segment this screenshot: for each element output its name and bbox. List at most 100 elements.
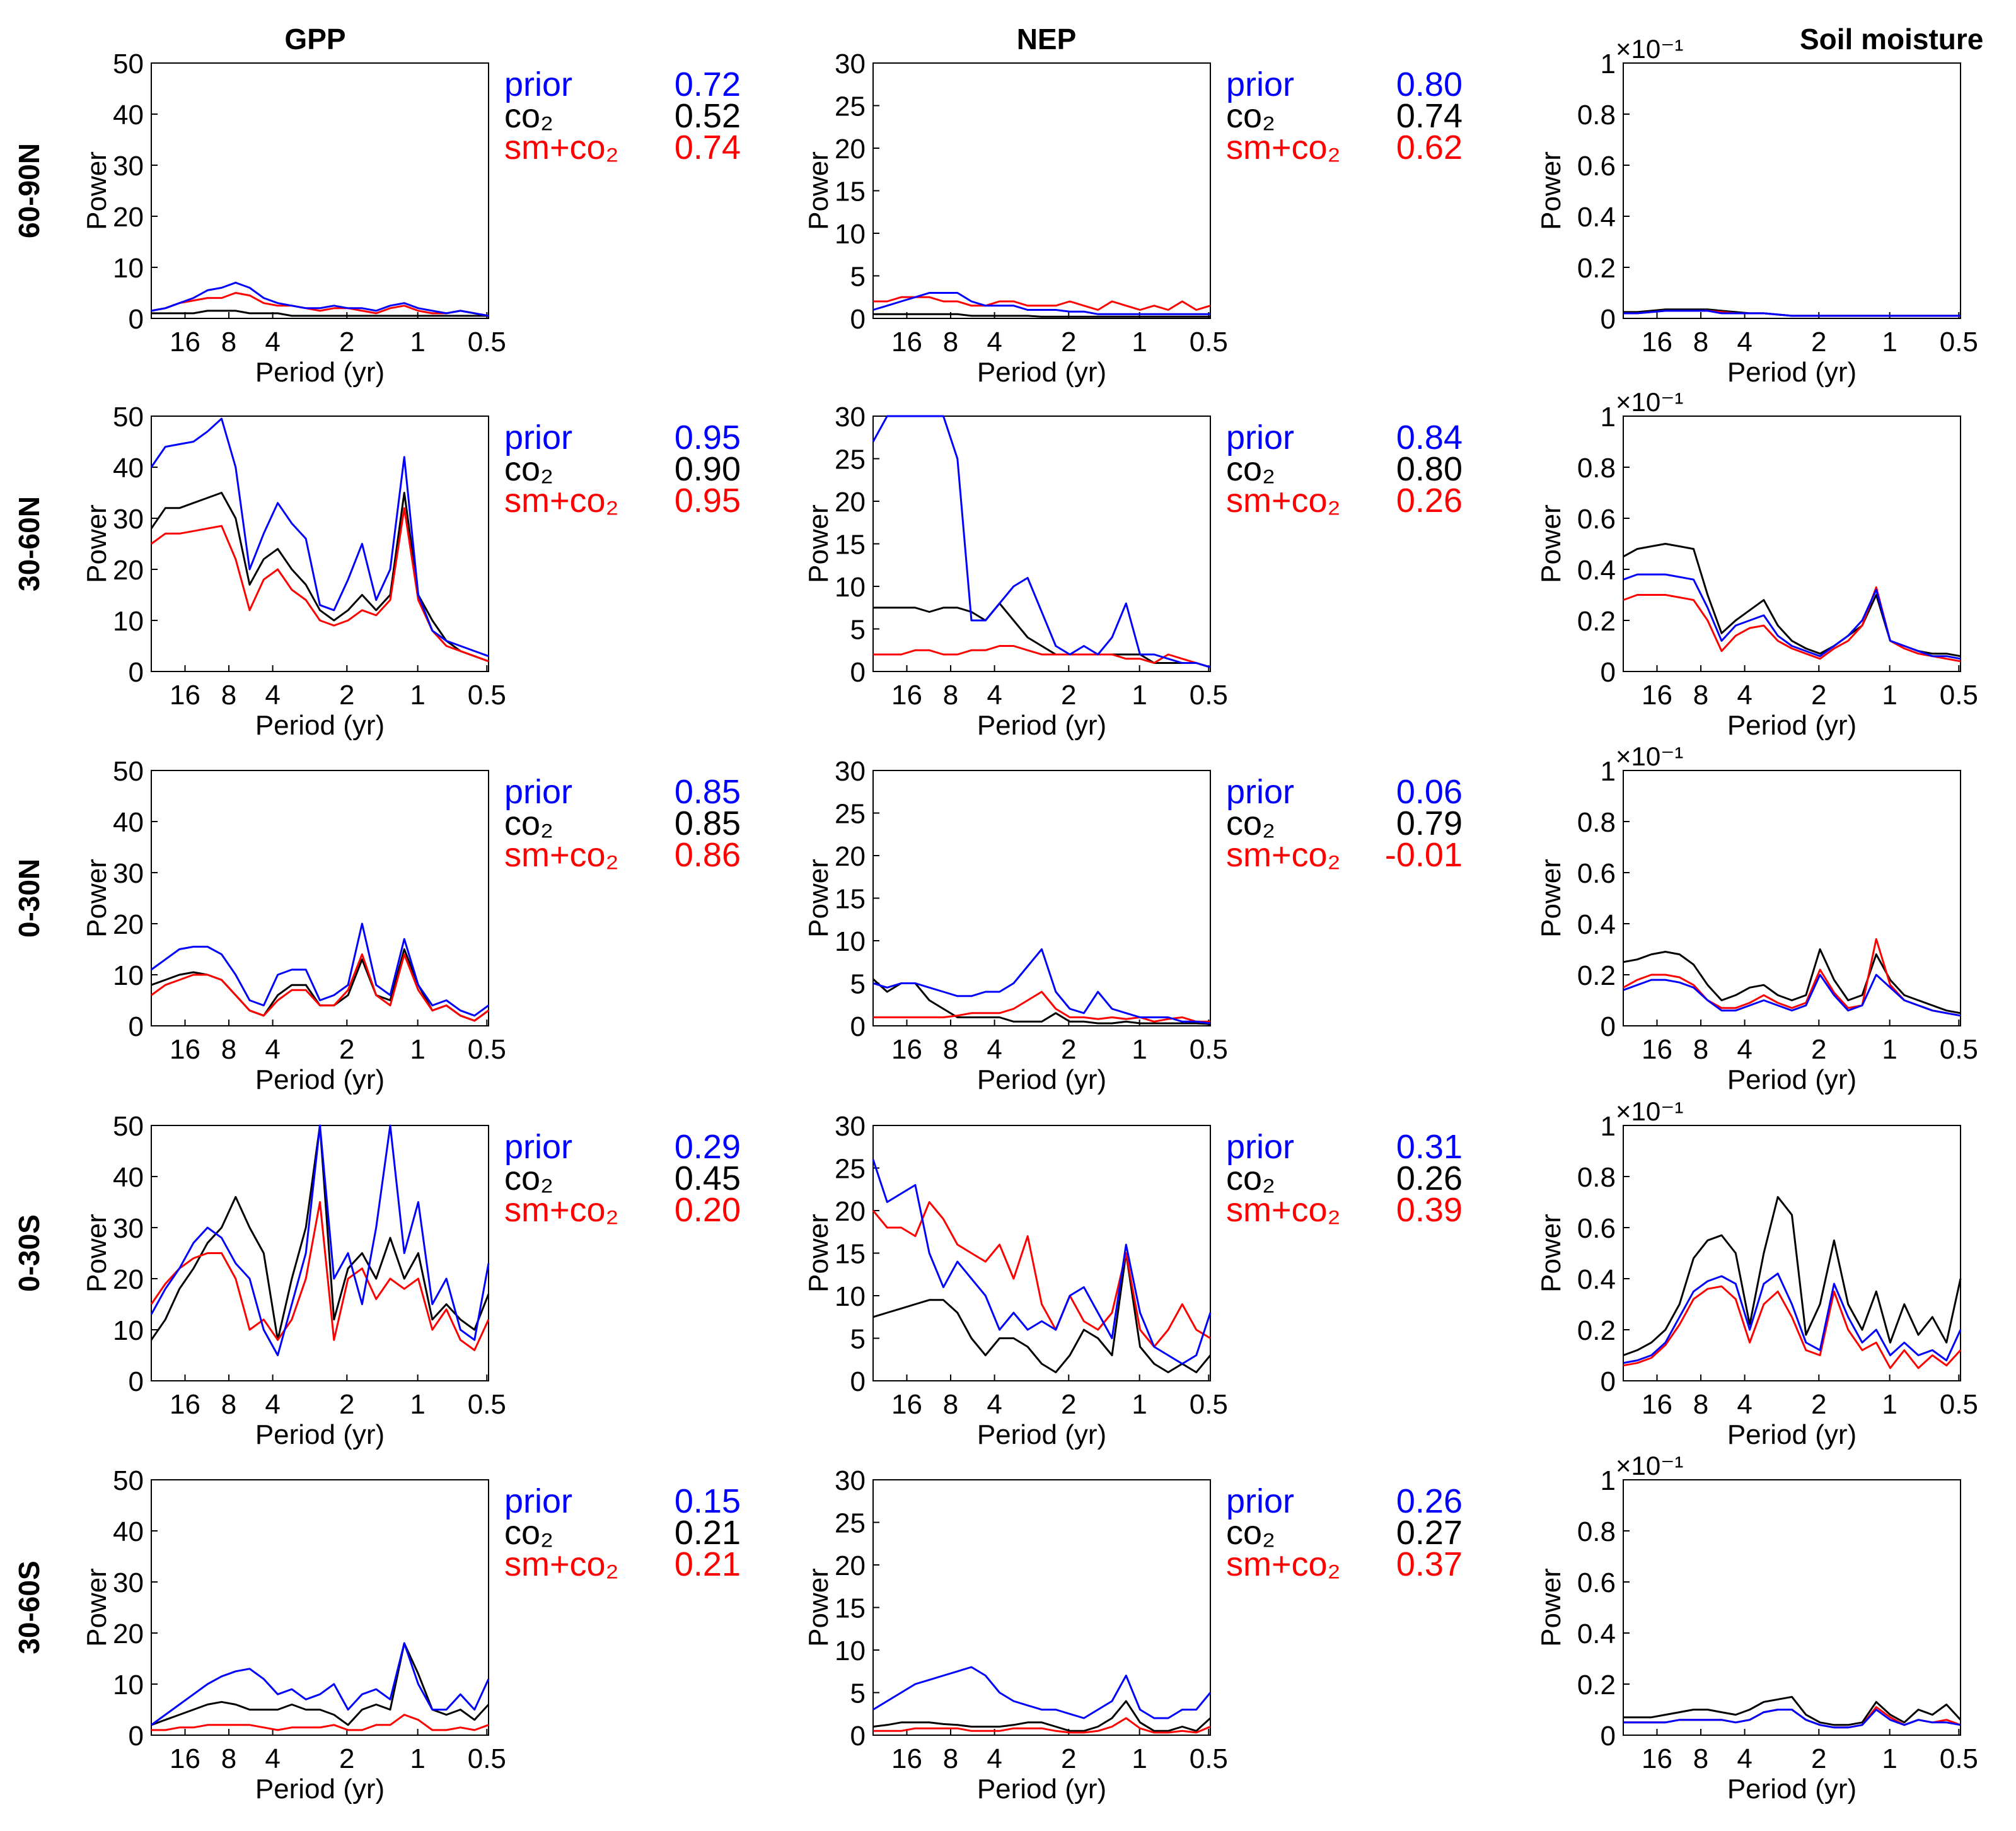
x-tick-label: 0.5	[468, 1743, 506, 1774]
series-line-prior	[872, 292, 1210, 315]
y-axis-label: Power	[1536, 859, 1567, 938]
y-tick-label: 10	[113, 960, 144, 991]
y-tick-label: 0	[850, 1721, 866, 1752]
y-tick-label: 0.6	[1577, 151, 1616, 182]
x-tick-label: 8	[1693, 1034, 1708, 1065]
y-axis-label: Power	[1536, 1214, 1567, 1293]
legend-label: co₂	[1226, 97, 1275, 135]
plot-frame	[1623, 1479, 1961, 1736]
x-tick-label: 4	[1737, 327, 1752, 357]
series-line-prior	[1623, 1709, 1961, 1729]
x-tick-label: 8	[943, 1034, 958, 1065]
plot-frame	[151, 770, 489, 1026]
y-axis-label: Power	[1536, 151, 1567, 230]
row-label: 30-60N	[13, 496, 45, 591]
correlation-value: 0.26	[1396, 1160, 1463, 1197]
y-tick-label: 5	[850, 615, 866, 646]
y-tick-label: 0.8	[1577, 100, 1616, 131]
correlation-value: 0.84	[1396, 419, 1463, 456]
correlation-value: 0.90	[675, 450, 741, 488]
y-tick-label: 1	[1601, 1465, 1616, 1496]
y-axis-label: Power	[81, 1214, 112, 1293]
chart-panel: 0 10 20 30 40 50 16 8 4 2 1 0.5 Period (yr) Power prio…	[81, 756, 741, 1095]
legend-label: co₂	[504, 97, 553, 135]
y-tick-label: 10	[835, 572, 866, 603]
row-label: 60-90N	[13, 143, 45, 238]
series-line-co2	[873, 313, 1210, 318]
correlation-value: 0.27	[1396, 1514, 1463, 1552]
series-line-co2	[1623, 1195, 1962, 1356]
x-tick-label: 16	[170, 680, 200, 711]
legend-label: sm+co₂	[504, 1545, 619, 1583]
y-tick-label: 0.6	[1577, 504, 1616, 535]
plot-frame	[872, 770, 1211, 1026]
series-line-sm-co2	[873, 296, 1211, 311]
y-tick-label: 0	[1601, 304, 1616, 335]
correlation-value: 0.26	[1396, 1482, 1463, 1520]
y-tick-label: 25	[835, 1508, 866, 1539]
series-line-sm-co2	[873, 645, 1211, 668]
x-tick-label: 8	[221, 1743, 236, 1774]
x-tick-label: 2	[1061, 1389, 1076, 1420]
y-tick-label: 0.4	[1577, 555, 1616, 586]
x-tick-label: 8	[221, 327, 236, 357]
plot-frame	[1623, 1125, 1961, 1381]
x-axis-label: Period (yr)	[1727, 357, 1857, 388]
y-tick-label: 30	[835, 1111, 866, 1142]
y-tick-label: 40	[113, 1516, 144, 1547]
y-tick-label: 1	[1601, 402, 1616, 433]
plot-frame	[151, 62, 489, 319]
x-axis-label: Period (yr)	[255, 710, 385, 741]
x-tick-label: 8	[221, 1389, 236, 1420]
x-tick-label: 16	[891, 680, 922, 711]
series-line-co2	[1623, 948, 1961, 1014]
plot-frame	[1623, 62, 1961, 319]
series-line-sm-co2	[873, 991, 1210, 1023]
y-tick-label: 0.8	[1577, 1516, 1616, 1547]
legend-label: co₂	[1226, 1514, 1275, 1552]
x-tick-label: 8	[1693, 680, 1708, 711]
y-tick-label: 10	[113, 1670, 144, 1700]
y-tick-label: 30	[113, 1213, 144, 1244]
x-tick-label: 2	[1061, 1743, 1076, 1774]
x-tick-label: 0.5	[1190, 680, 1228, 711]
x-tick-label: 16	[1642, 680, 1672, 711]
series-line-co2	[1623, 543, 1961, 658]
x-axis-label: Period (yr)	[977, 710, 1106, 741]
y-tick-label: 0.6	[1577, 1213, 1616, 1244]
y-tick-label: 0	[129, 657, 144, 688]
y-tick-label: 10	[113, 606, 144, 637]
y-tick-label: 0.4	[1577, 1264, 1616, 1295]
series-line-prior	[872, 948, 1211, 1025]
y-tick-label: 20	[835, 134, 866, 165]
legend-label: sm+co₂	[1226, 1191, 1341, 1229]
plot-frame	[872, 1479, 1211, 1736]
series-line-sm-co2	[1623, 586, 1961, 663]
correlation-value: 0.21	[675, 1545, 741, 1583]
series-line-co2	[151, 948, 489, 1022]
y-tick-label: 0.2	[1577, 1315, 1616, 1346]
legend-label: prior	[1226, 66, 1294, 103]
y-tick-label: 20	[113, 1619, 144, 1649]
series-line-co2	[151, 310, 489, 317]
y-tick-label: 40	[113, 807, 144, 838]
legend-label: prior	[1226, 1482, 1294, 1520]
plot-frame	[872, 1125, 1211, 1381]
x-tick-label: 16	[1642, 1743, 1672, 1774]
y-tick-label: 0.2	[1577, 960, 1616, 991]
x-tick-label: 4	[987, 1743, 1002, 1774]
x-tick-label: 2	[1061, 1034, 1076, 1065]
legend-label: prior	[504, 1482, 572, 1520]
y-tick-label: 0.2	[1577, 253, 1616, 284]
correlation-value: 0.74	[675, 129, 741, 166]
x-tick-label: 1	[1132, 327, 1147, 357]
x-tick-label: 0.5	[468, 1389, 506, 1420]
plot-frame	[151, 1479, 489, 1736]
legend-label: co₂	[1226, 1160, 1275, 1197]
chart-panel: 0 0.2 0.4 0.6 0.8 1 16 8 4 2 1 0.5 Period (yr) Power ×…	[1536, 34, 1978, 388]
x-tick-label: 2	[1061, 327, 1076, 357]
series-line-prior	[151, 1642, 490, 1726]
y-tick-label: 50	[113, 1111, 144, 1142]
y-axis-label: Power	[803, 504, 834, 583]
chart-panel: 0 5 10 15 20 25 30 16 8 4 2 1 0.5 Period (yr) Power pri…	[803, 1465, 1463, 1805]
